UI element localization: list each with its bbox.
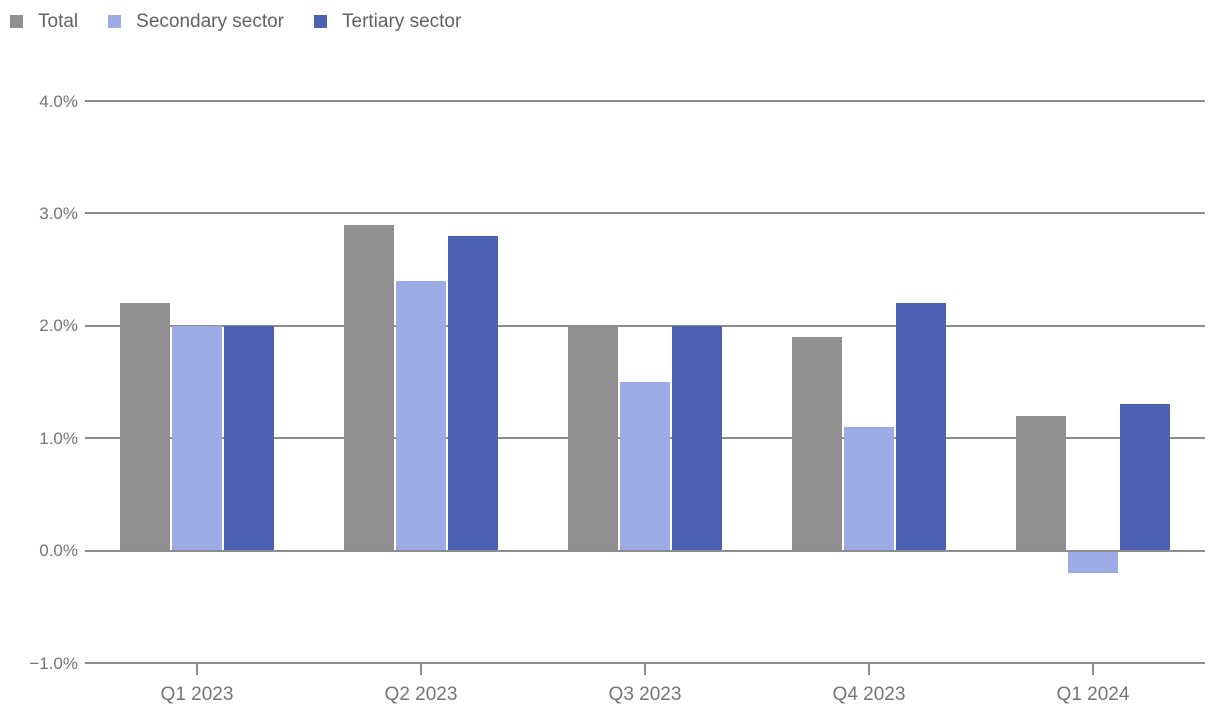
bar-total-q2-2023 (344, 224, 394, 550)
gridline (85, 212, 1205, 215)
y-axis-label: 1.0% (39, 428, 78, 448)
legend-label: Secondary sector (136, 11, 284, 32)
bar-tertiary-sector-q1-2024 (1120, 404, 1170, 550)
bar-tertiary-sector-q3-2023 (672, 325, 722, 550)
x-axis-tick (196, 664, 198, 675)
bar-secondary-sector-q1-2023 (172, 325, 222, 550)
x-axis-tick (644, 664, 646, 675)
y-axis-label: 0.0% (39, 541, 78, 561)
bar-tertiary-sector-q1-2023 (224, 325, 274, 550)
bar-secondary-sector-q1-2024 (1068, 551, 1118, 574)
gridline (85, 662, 1205, 664)
bar-tertiary-sector-q4-2023 (896, 303, 946, 550)
legend-item-tertiary-sector[interactable]: Tertiary sector (314, 12, 461, 31)
gridline (85, 100, 1205, 102)
legend: Total Secondary sector Tertiary sector (10, 12, 461, 31)
x-axis-label: Q3 2023 (608, 684, 682, 705)
legend-swatch-icon (314, 15, 327, 28)
x-axis-label: Q2 2023 (384, 684, 458, 705)
x-axis-tick (420, 664, 422, 675)
legend-item-secondary-sector[interactable]: Secondary sector (108, 12, 284, 31)
bar-total-q4-2023 (792, 337, 842, 550)
bar-total-q1-2023 (120, 303, 170, 550)
legend-label: Total (38, 11, 79, 32)
bar-secondary-sector-q3-2023 (620, 382, 670, 550)
bar-secondary-sector-q2-2023 (396, 280, 446, 550)
y-axis-label: 4.0% (39, 91, 78, 111)
gridline (85, 324, 1205, 327)
legend-label: Tertiary sector (342, 11, 462, 32)
legend-item-total[interactable]: Total (10, 12, 78, 31)
bar-total-q3-2023 (568, 325, 618, 550)
x-axis-label: Q4 2023 (832, 684, 906, 705)
bar-secondary-sector-q4-2023 (844, 426, 894, 550)
y-axis-label: 2.0% (39, 316, 78, 336)
legend-swatch-icon (108, 15, 122, 28)
x-axis-label: Q1 2024 (1056, 684, 1130, 705)
x-axis-tick (1092, 664, 1094, 675)
legend-swatch-icon (10, 15, 23, 28)
x-axis-label: Q1 2023 (160, 684, 234, 705)
zero-gridline (85, 549, 1205, 552)
bar-total-q1-2024 (1016, 415, 1066, 550)
x-axis-tick (868, 664, 870, 675)
y-axis-label: 3.0% (39, 203, 78, 223)
y-axis-label: −1.0% (29, 653, 78, 673)
bar-tertiary-sector-q2-2023 (448, 235, 498, 550)
